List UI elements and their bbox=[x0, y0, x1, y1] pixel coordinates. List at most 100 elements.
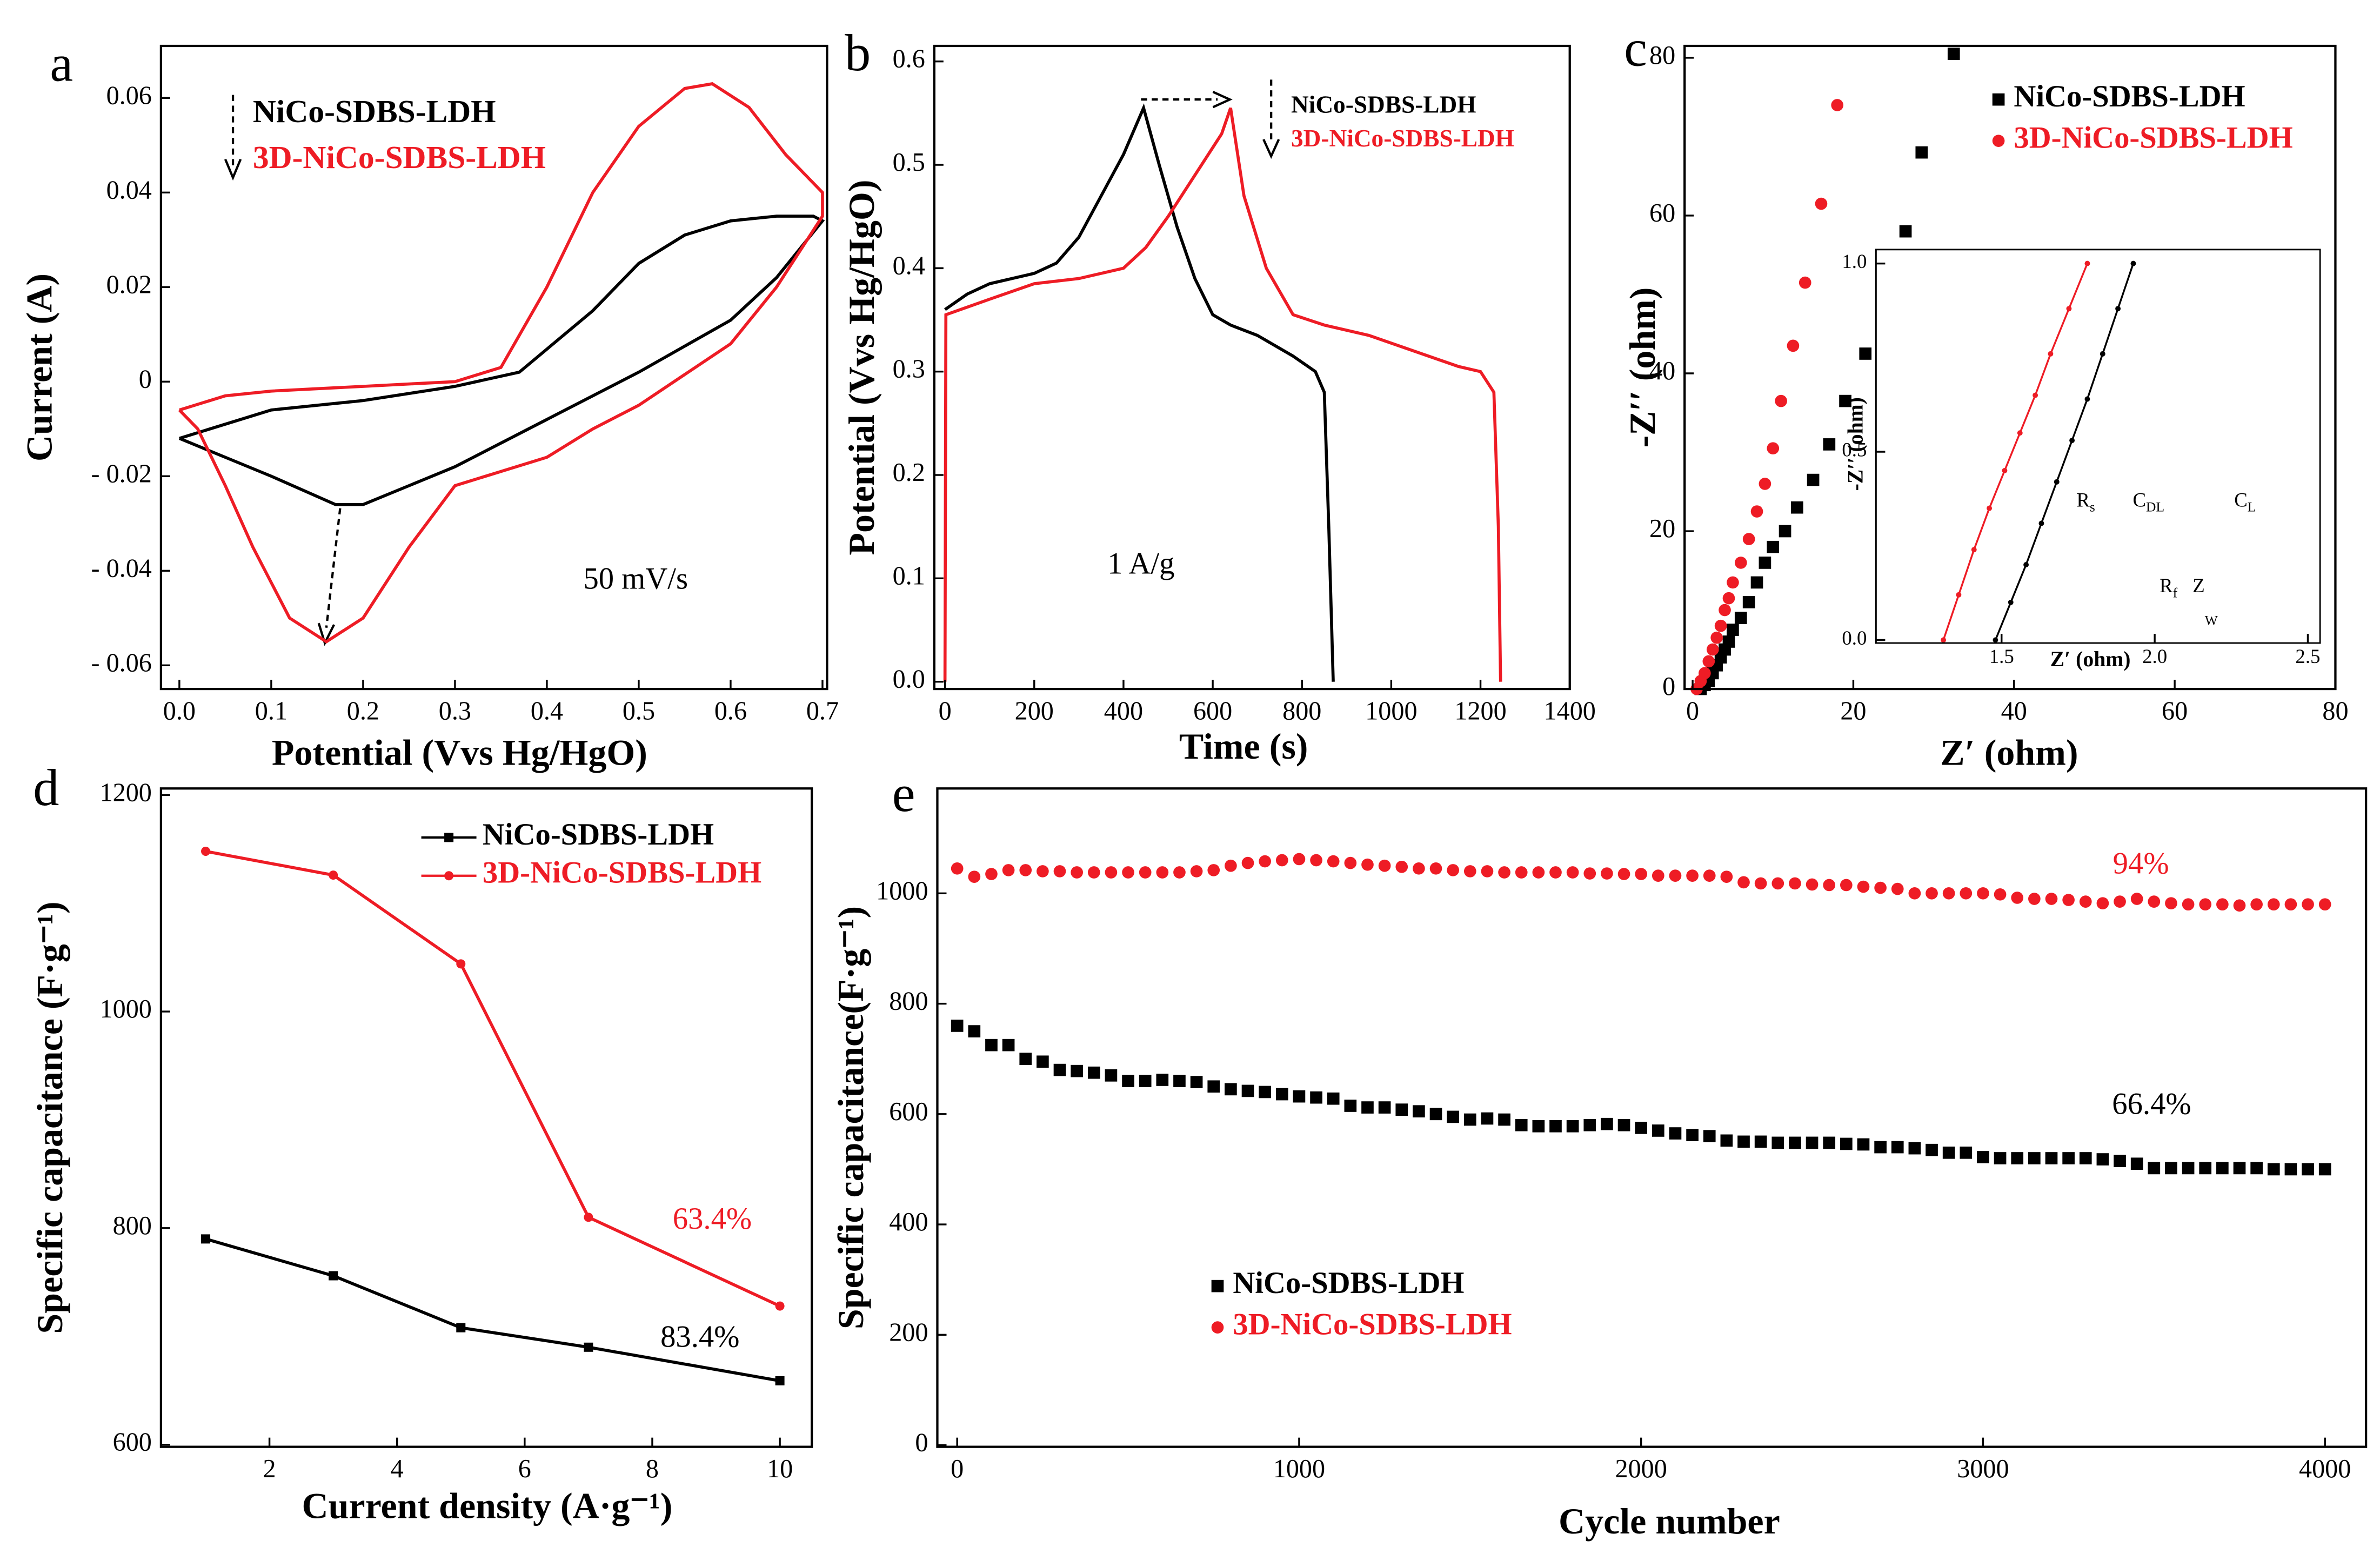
annotation-text: 66.4% bbox=[2112, 1088, 2191, 1121]
legend-label: NiCo-SDBS-LDH bbox=[483, 818, 714, 852]
data-point bbox=[1515, 1118, 1528, 1131]
data-point bbox=[2033, 392, 2038, 398]
data-point bbox=[1859, 347, 1872, 360]
data-point bbox=[2011, 892, 2024, 904]
data-point bbox=[1767, 540, 1780, 553]
annotation-text: 50 mV/s bbox=[583, 562, 688, 596]
data-point bbox=[2182, 898, 2195, 911]
y-tick-label: - 0.04 bbox=[91, 554, 152, 582]
data-point bbox=[1601, 867, 1613, 880]
annotation: 66.4% bbox=[2112, 1088, 2191, 1121]
y-tick-label: 400 bbox=[889, 1208, 928, 1236]
x-axis-label: Time (s) bbox=[1179, 726, 1308, 767]
data-point bbox=[1481, 1112, 1494, 1125]
data-point bbox=[1344, 1100, 1357, 1112]
series-line bbox=[178, 215, 825, 506]
data-point bbox=[2054, 479, 2060, 485]
data-point bbox=[2045, 1152, 2058, 1164]
data-point bbox=[1874, 881, 1887, 894]
data-point bbox=[1583, 867, 1596, 880]
annotation-text: 63.4% bbox=[673, 1202, 752, 1236]
data-point bbox=[1874, 1141, 1887, 1154]
panel: 2 4 6 8 10 600 800 1000 1200 d Current density (A·… bbox=[29, 759, 813, 1526]
x-tick-label: 2.0 bbox=[2142, 645, 2167, 667]
data-point bbox=[2084, 396, 2090, 402]
data-point bbox=[1002, 864, 1015, 876]
data-point bbox=[2002, 467, 2008, 473]
annotation: ZW bbox=[2192, 575, 2218, 628]
data-point bbox=[2028, 893, 2041, 905]
data-point bbox=[1105, 866, 1118, 879]
data-point bbox=[1710, 631, 1723, 644]
x-tick-label: 200 bbox=[1015, 696, 1054, 725]
x-tick-label: 3000 bbox=[1957, 1455, 2009, 1483]
data-point bbox=[1447, 1110, 1460, 1123]
data-point bbox=[1105, 1069, 1118, 1082]
data-point bbox=[1857, 880, 1870, 893]
legend-marker bbox=[1211, 1321, 1224, 1334]
data-point bbox=[2165, 1162, 2177, 1175]
data-point bbox=[1771, 1136, 1784, 1149]
x-axis-label: Potential (Vvs Hg/HgO) bbox=[272, 732, 647, 773]
data-point bbox=[1699, 667, 1711, 680]
annotation: 83.4% bbox=[660, 1320, 739, 1354]
data-point bbox=[1702, 655, 1715, 668]
legend-marker bbox=[1992, 135, 2005, 148]
data-point bbox=[1759, 557, 1771, 569]
data-point bbox=[2115, 306, 2121, 312]
y-tick-label: 20 bbox=[1649, 514, 1675, 543]
data-point bbox=[2048, 351, 2054, 357]
x-tick-label: 40 bbox=[2001, 696, 2027, 725]
data-point bbox=[1037, 1055, 1049, 1068]
data-point bbox=[1787, 339, 1800, 352]
data-point bbox=[2267, 898, 2280, 911]
x-tick-label: 4 bbox=[391, 1455, 404, 1483]
x-tick-label: 4000 bbox=[2299, 1455, 2351, 1483]
data-point bbox=[2062, 894, 2075, 906]
data-point bbox=[985, 1039, 998, 1051]
x-tick-label: 0 bbox=[951, 1455, 964, 1483]
data-point bbox=[1071, 1064, 1083, 1077]
data-point bbox=[1498, 1113, 1510, 1126]
data-point bbox=[1395, 1103, 1408, 1116]
data-point bbox=[456, 1323, 466, 1332]
data-point bbox=[1566, 1120, 1579, 1133]
y-tick-label: 0 bbox=[139, 365, 152, 393]
data-point bbox=[1173, 1075, 1186, 1087]
x-tick-label: 400 bbox=[1104, 696, 1143, 725]
data-point bbox=[2062, 1152, 2075, 1164]
data-point bbox=[2084, 260, 2090, 266]
data-point bbox=[1942, 887, 1955, 900]
panel-label: c bbox=[1624, 19, 1647, 77]
y-tick-label: - 0.02 bbox=[91, 459, 152, 488]
data-point bbox=[1806, 1136, 1819, 1149]
data-point bbox=[2318, 898, 2331, 911]
data-point bbox=[2096, 1153, 2109, 1166]
data-point bbox=[1791, 501, 1803, 514]
panel-label: b bbox=[845, 24, 871, 82]
data-point bbox=[1053, 1063, 1066, 1076]
data-point bbox=[1915, 146, 1928, 159]
data-point bbox=[1703, 869, 1716, 882]
data-point bbox=[1971, 547, 1977, 553]
panel-label: d bbox=[33, 759, 59, 816]
panel: 1.5 2.0 2.50.00.51.0Z′ (ohm)-Z′′ (ohm)Rs CD… bbox=[1842, 249, 2321, 671]
y-axis-label: Current (A) bbox=[18, 273, 59, 461]
x-tick-label: 60 bbox=[2162, 696, 2188, 725]
x-tick-label: 6 bbox=[518, 1455, 531, 1483]
data-point bbox=[1190, 1076, 1203, 1088]
series-line bbox=[943, 107, 1502, 682]
data-point bbox=[1994, 1152, 2007, 1164]
arrows bbox=[224, 79, 1280, 646]
y-axis-label: -Z′′ (ohm) bbox=[1622, 287, 1663, 448]
data-point bbox=[1532, 1120, 1545, 1133]
data-point bbox=[1139, 1075, 1152, 1087]
data-point bbox=[1122, 866, 1134, 879]
legend-label: 3D-NiCo-SDBS-LDH bbox=[253, 139, 546, 175]
data-point bbox=[1807, 473, 1820, 486]
data-point bbox=[1734, 612, 1747, 624]
legend-marker bbox=[1211, 1280, 1224, 1292]
data-point bbox=[1908, 1142, 1921, 1155]
x-tick-label: 0 bbox=[1686, 696, 1699, 725]
data-point bbox=[1173, 866, 1186, 879]
